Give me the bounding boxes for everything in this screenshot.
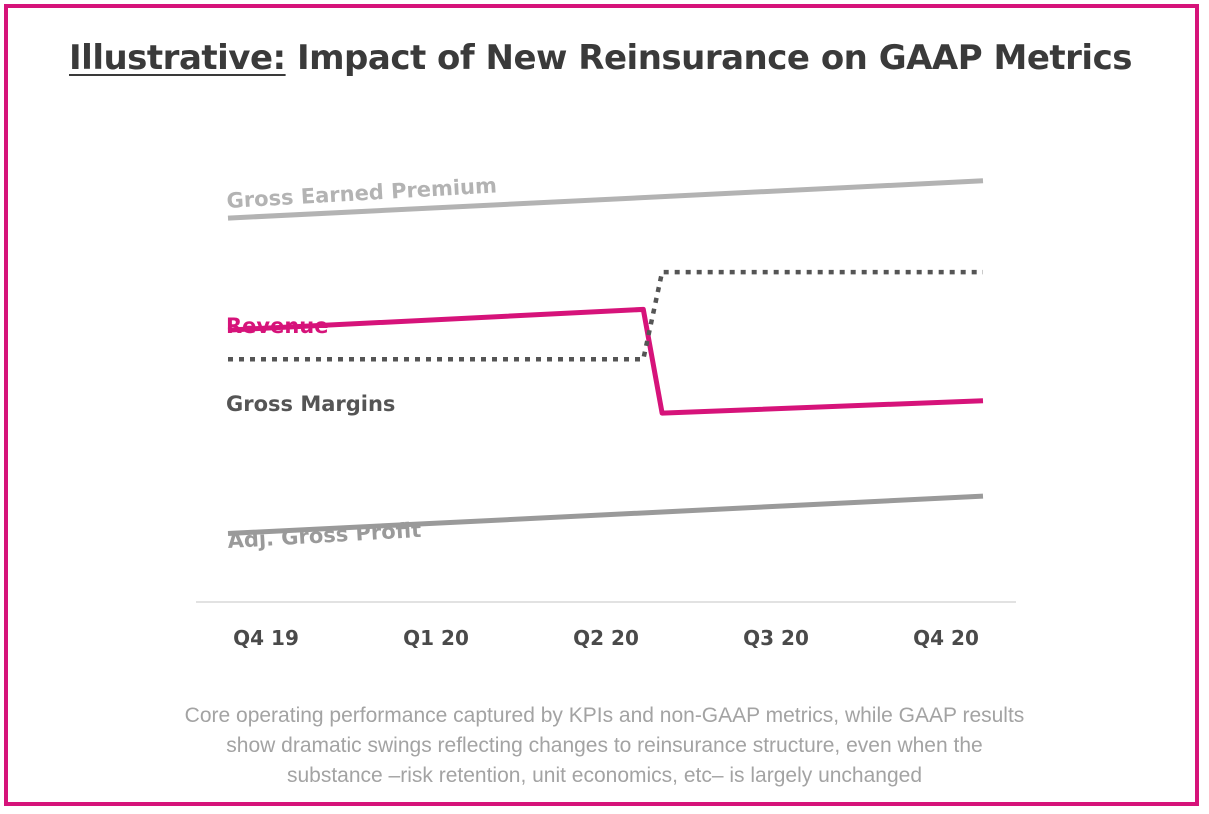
x-tick-label: Q3 20 — [743, 626, 809, 650]
page-title: Illustrative: Impact of New Reinsurance … — [0, 38, 1201, 78]
x-tick-label: Q4 20 — [913, 626, 979, 650]
series-label-revenue: Revenue — [226, 314, 329, 338]
series-line-gross-earned-premium — [227, 178, 984, 221]
slide-border — [4, 4, 1199, 806]
series-label-adj-gross-profit: Adj. Gross Profit — [227, 518, 422, 553]
title-prefix: Illustrative: — [69, 38, 286, 78]
x-tick-label: Q4 19 — [233, 626, 299, 650]
x-tick-label: Q1 20 — [403, 626, 469, 650]
series-label-gross-margins: Gross Margins — [226, 392, 395, 416]
series-line-revenue — [227, 306, 984, 416]
series-line-adj-gross-profit — [227, 493, 984, 536]
footnote: Core operating performance captured by K… — [0, 701, 1209, 791]
title-main: Impact of New Reinsurance on GAAP Metric… — [296, 38, 1133, 78]
footnote-line-3: substance –risk retention, unit economic… — [286, 764, 923, 787]
footnote-line-2: show dramatic swings reflecting changes … — [226, 734, 983, 757]
series-line-gross-margins — [228, 269, 983, 362]
x-tick-label: Q2 20 — [573, 626, 639, 650]
footnote-line-1: Core operating performance captured by K… — [184, 704, 1025, 727]
